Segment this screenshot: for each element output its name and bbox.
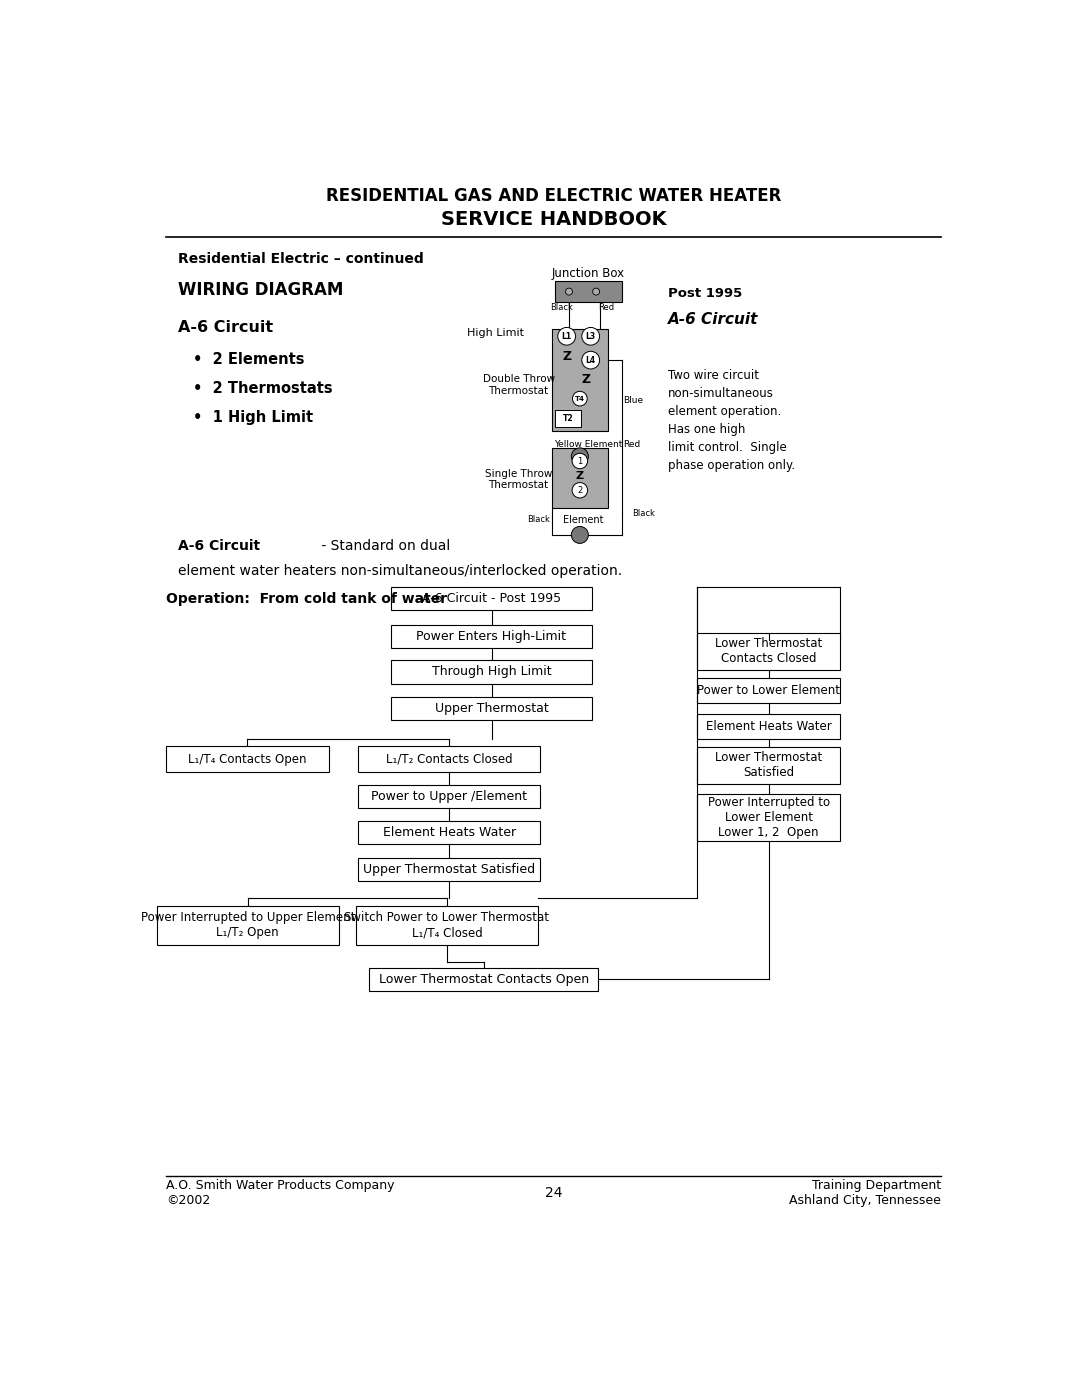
Text: Switch Power to Lower Thermostat
L₁/T₄ Closed: Switch Power to Lower Thermostat L₁/T₄ C…	[345, 911, 550, 939]
Circle shape	[571, 527, 589, 543]
Text: L1: L1	[562, 331, 571, 341]
Text: Power Interrupted to
Lower Element
Lower 1, 2  Open: Power Interrupted to Lower Element Lower…	[707, 796, 829, 840]
Bar	[359, 746, 540, 773]
Text: Post 1995: Post 1995	[669, 288, 742, 300]
Text: A-6 Circuit - Post 1995: A-6 Circuit - Post 1995	[422, 592, 562, 605]
Text: T4: T4	[575, 395, 585, 402]
Text: Lower Thermostat
Contacts Closed: Lower Thermostat Contacts Closed	[715, 637, 822, 665]
Text: Black: Black	[633, 509, 656, 518]
Bar	[157, 907, 339, 944]
Text: Black: Black	[527, 515, 551, 524]
Text: •  2 Thermostats: • 2 Thermostats	[193, 381, 333, 397]
Text: Black: Black	[550, 303, 572, 313]
Bar	[391, 587, 592, 610]
Bar	[359, 785, 540, 809]
Text: L3: L3	[585, 331, 596, 341]
Text: A-6 Circuit: A-6 Circuit	[669, 312, 758, 327]
Text: Operation:  From cold tank of water: Operation: From cold tank of water	[166, 592, 447, 606]
Text: SERVICE HANDBOOK: SERVICE HANDBOOK	[441, 210, 666, 229]
Bar	[369, 968, 598, 990]
Bar	[359, 821, 540, 844]
Text: Two wire circuit
non-simultaneous
element operation.
Has one high
limit control.: Two wire circuit non-simultaneous elemen…	[669, 369, 795, 472]
Bar	[391, 624, 592, 648]
Text: Element Heats Water: Element Heats Water	[382, 827, 516, 840]
Circle shape	[566, 288, 572, 295]
Text: L₁/T₄ Contacts Open: L₁/T₄ Contacts Open	[188, 753, 307, 766]
Bar	[555, 281, 622, 302]
Text: T2: T2	[563, 414, 573, 423]
Bar	[697, 793, 840, 841]
Text: Double Throw
Thermostat: Double Throw Thermostat	[483, 374, 555, 395]
Circle shape	[572, 453, 588, 469]
Text: High Limit: High Limit	[467, 328, 524, 338]
Text: Blue: Blue	[623, 395, 644, 405]
Text: WIRING DIAGRAM: WIRING DIAGRAM	[177, 281, 343, 299]
Text: 24: 24	[544, 1186, 563, 1200]
Bar	[391, 697, 592, 719]
Text: - Standard on dual: - Standard on dual	[318, 539, 450, 553]
Text: A.O. Smith Water Products Company
©2002: A.O. Smith Water Products Company ©2002	[166, 1179, 394, 1207]
Bar	[166, 746, 328, 773]
Text: Upper Thermostat Satisfied: Upper Thermostat Satisfied	[363, 863, 536, 876]
Text: L4: L4	[585, 356, 596, 365]
Bar	[697, 678, 840, 703]
Bar	[359, 858, 540, 882]
Circle shape	[572, 482, 588, 497]
Text: Single Throw
Thermostat: Single Throw Thermostat	[485, 468, 552, 490]
Text: Training Department
Ashland City, Tennessee: Training Department Ashland City, Tennes…	[789, 1179, 941, 1207]
Text: Junction Box: Junction Box	[552, 267, 625, 279]
Text: Element: Element	[563, 514, 604, 524]
Text: Yellow Element: Yellow Element	[554, 440, 622, 450]
Text: Red: Red	[623, 440, 640, 450]
Circle shape	[571, 448, 589, 465]
Text: Power to Upper /Element: Power to Upper /Element	[372, 791, 527, 803]
Text: •  2 Elements: • 2 Elements	[193, 352, 305, 367]
Circle shape	[593, 288, 599, 295]
Text: RESIDENTIAL GAS AND ELECTRIC WATER HEATER: RESIDENTIAL GAS AND ELECTRIC WATER HEATE…	[326, 187, 781, 205]
Bar	[697, 633, 840, 669]
Text: Power to Lower Element: Power to Lower Element	[697, 685, 840, 697]
Text: A-6 Circuit: A-6 Circuit	[177, 539, 260, 553]
Circle shape	[582, 327, 599, 345]
Bar	[697, 746, 840, 784]
Text: Upper Thermostat: Upper Thermostat	[434, 701, 549, 715]
Text: Power Enters High-Limit: Power Enters High-Limit	[417, 630, 567, 643]
Text: Through High Limit: Through High Limit	[432, 665, 551, 679]
Text: 1: 1	[577, 457, 582, 465]
Bar	[356, 907, 538, 944]
Text: L₁/T₂ Contacts Closed: L₁/T₂ Contacts Closed	[386, 753, 513, 766]
Circle shape	[582, 351, 599, 369]
Bar	[697, 714, 840, 739]
Text: Z: Z	[562, 349, 571, 363]
Bar	[552, 448, 608, 509]
Text: Element Heats Water: Element Heats Water	[705, 721, 832, 733]
Text: 2: 2	[577, 486, 582, 495]
Bar	[555, 411, 581, 427]
Text: Lower Thermostat
Satisfied: Lower Thermostat Satisfied	[715, 752, 822, 780]
Circle shape	[557, 327, 576, 345]
Bar	[552, 330, 608, 432]
Text: Power Interrupted to Upper Element
L₁/T₂ Open: Power Interrupted to Upper Element L₁/T₂…	[140, 911, 355, 939]
Text: •  1 High Limit: • 1 High Limit	[193, 411, 313, 426]
Text: Z: Z	[576, 471, 584, 481]
Text: A-6 Circuit: A-6 Circuit	[177, 320, 273, 334]
Text: Residential Electric – continued: Residential Electric – continued	[177, 253, 423, 267]
Text: Z: Z	[581, 373, 591, 386]
Circle shape	[572, 391, 588, 407]
Bar	[391, 661, 592, 683]
Text: Lower Thermostat Contacts Open: Lower Thermostat Contacts Open	[379, 972, 589, 986]
Text: element water heaters non-simultaneous/interlocked operation.: element water heaters non-simultaneous/i…	[177, 564, 622, 578]
Text: Red: Red	[598, 303, 615, 313]
